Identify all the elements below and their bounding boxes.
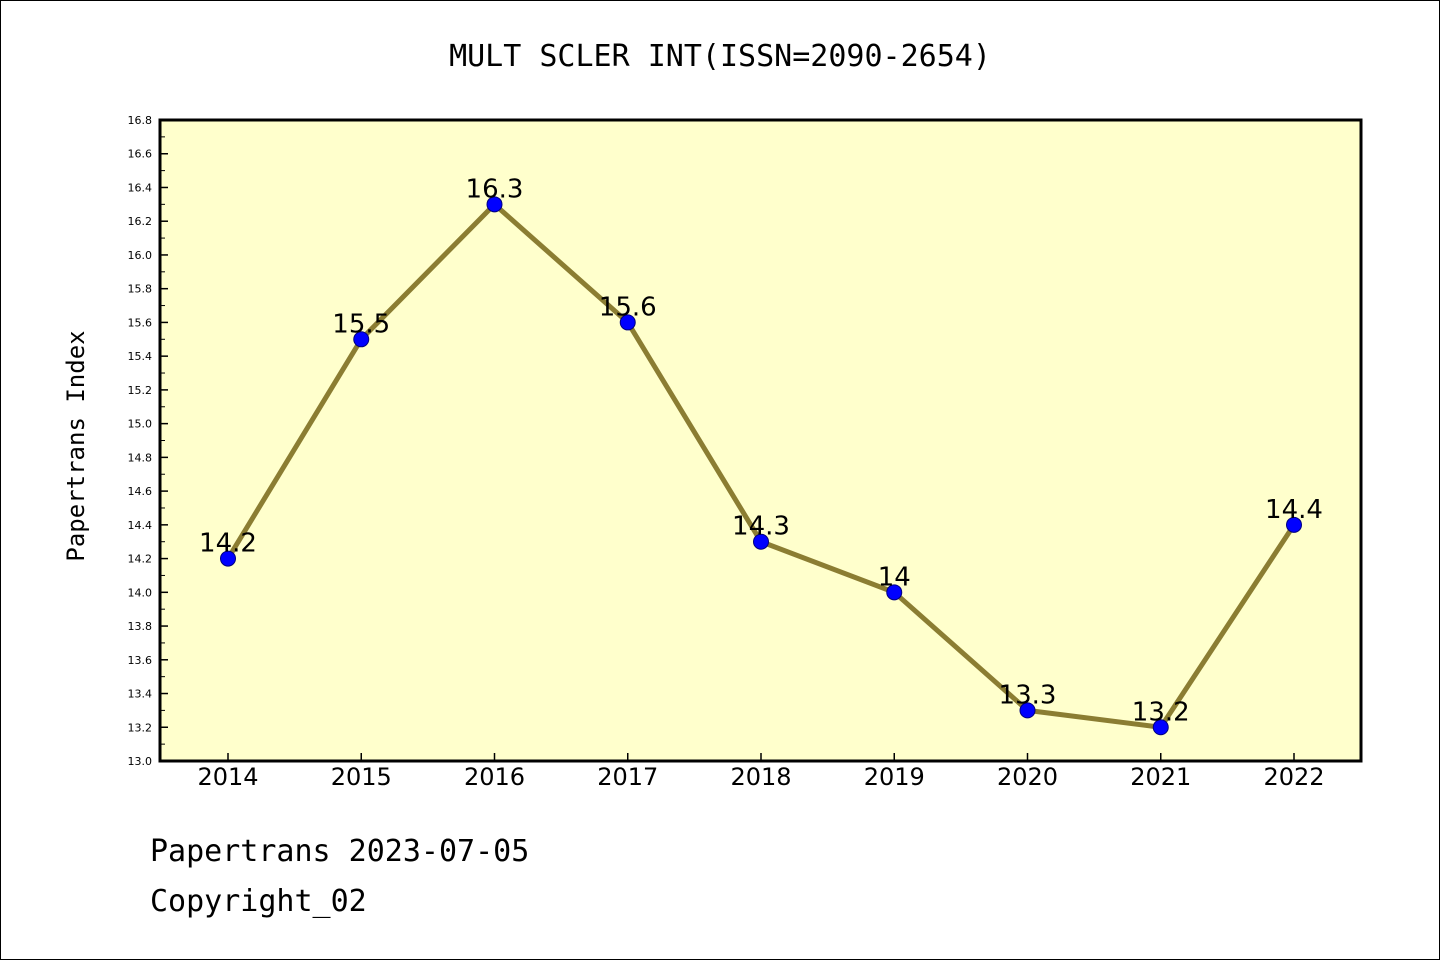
x-tick-label: 2016 — [464, 763, 525, 791]
data-point — [1286, 516, 1302, 533]
y-tick-label: 13.2 — [128, 721, 153, 734]
data-point — [886, 584, 903, 601]
data-label: 14.2 — [199, 529, 257, 559]
data-point — [619, 314, 636, 331]
data-point — [486, 196, 503, 213]
y-tick-label: 15.2 — [128, 384, 153, 397]
y-tick-label: 15.0 — [128, 418, 153, 431]
x-tick-label: 2018 — [730, 763, 791, 791]
y-tick-label: 14.6 — [128, 485, 153, 498]
data-labels: 14.2 15.5 16.3 15.6 14.3 14 13.3 13.2 14.4 — [199, 174, 1323, 727]
data-point — [220, 550, 236, 567]
data-label: 14.3 — [732, 512, 790, 542]
y-tick-label: 15.4 — [128, 350, 153, 363]
x-tick-label: 2020 — [997, 763, 1058, 791]
y-tick-label: 14.0 — [128, 586, 153, 599]
y-tick-label: 16.2 — [128, 215, 153, 228]
plot-area — [160, 120, 1361, 761]
data-label: 16.3 — [466, 174, 524, 204]
y-tick-label: 13.8 — [128, 620, 153, 633]
x-axis-ticks: 2014 2015 2016 2017 2018 2019 2020 2021 2022 — [197, 753, 1325, 791]
x-tick-label: 2014 — [197, 763, 258, 791]
y-tick-label: 16.6 — [128, 148, 153, 161]
y-tick-label: 14.8 — [128, 451, 153, 464]
data-point — [1152, 719, 1169, 736]
data-point — [753, 533, 769, 550]
y-tick-label: 13.6 — [128, 654, 153, 667]
data-point — [1019, 702, 1036, 719]
x-tick-label: 2017 — [597, 763, 658, 791]
data-markers — [220, 196, 1302, 736]
y-tick-label: 14.2 — [128, 553, 153, 566]
data-label: 15.6 — [599, 292, 657, 322]
plot-border — [158, 118, 1363, 763]
data-label: 14 — [878, 562, 911, 592]
data-label: 13.3 — [999, 680, 1057, 710]
x-tick-label: 2015 — [331, 763, 392, 791]
y-tick-label: 15.6 — [128, 316, 153, 329]
x-tick-label: 2022 — [1263, 763, 1324, 791]
y-axis-label: Papertrans Index — [62, 330, 90, 561]
y-tick-label: 16.0 — [128, 249, 153, 262]
y-tick-label: 13.4 — [128, 688, 153, 701]
footer-copyright: Copyright_02 — [150, 884, 367, 919]
y-tick-label: 14.4 — [128, 519, 153, 532]
x-tick-label: 2021 — [1130, 763, 1191, 791]
data-label: 14.4 — [1265, 495, 1323, 525]
y-tick-label: 15.8 — [128, 283, 153, 296]
x-tick-label: 2019 — [864, 763, 925, 791]
footer-date: Papertrans 2023-07-05 — [150, 834, 530, 869]
y-tick-label: 16.4 — [128, 181, 153, 194]
y-tick-label: 16.8 — [128, 114, 153, 127]
chart-title: MULT SCLER INT(ISSN=2090-2654) — [449, 39, 991, 74]
data-label: 15.5 — [332, 309, 390, 339]
data-label: 13.2 — [1132, 697, 1190, 727]
y-tick-label: 13.0 — [128, 755, 153, 768]
data-point — [353, 331, 370, 348]
